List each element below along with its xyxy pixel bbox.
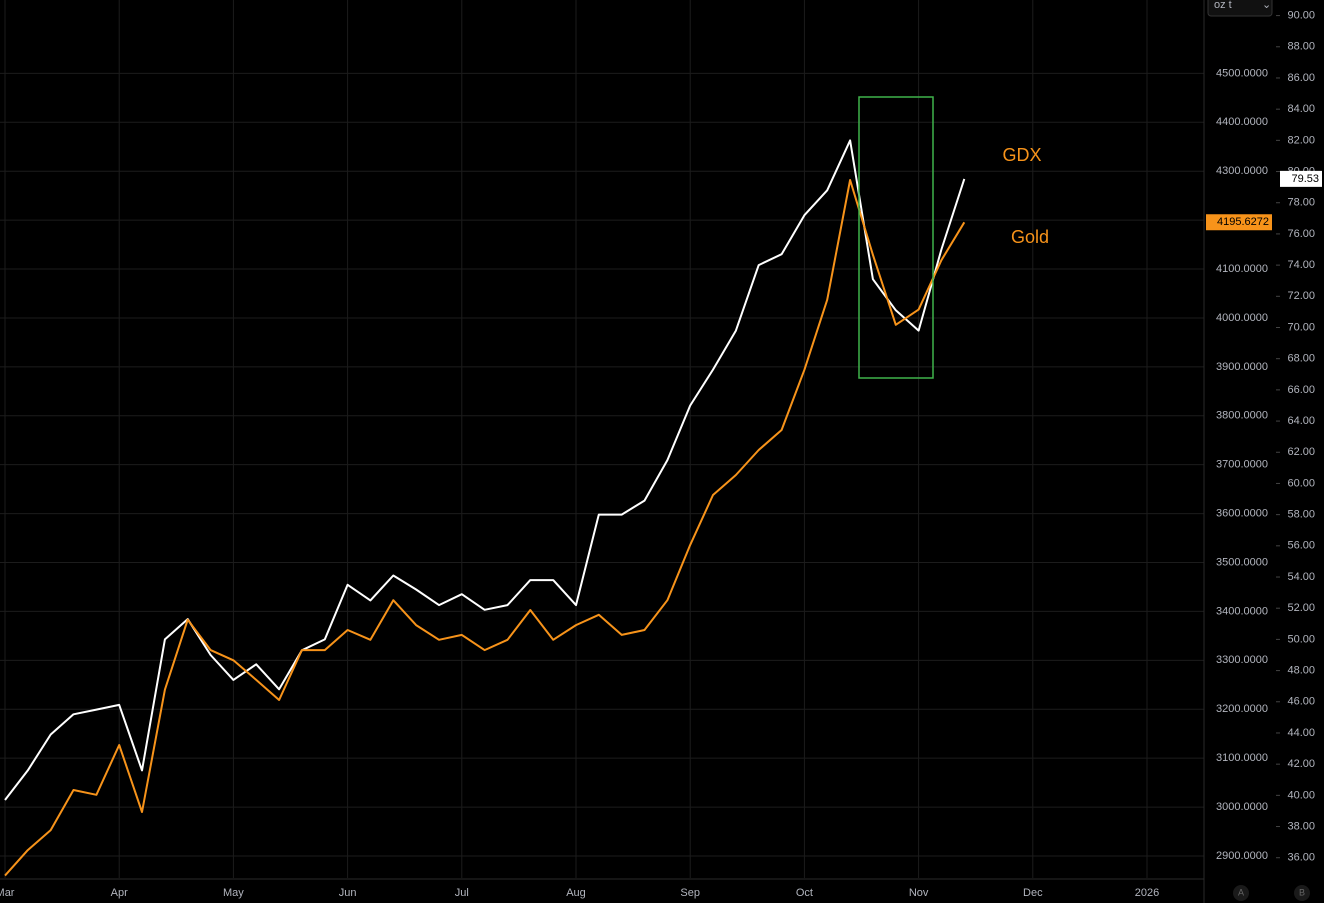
button-label: A <box>1238 887 1244 897</box>
y-tick-label: 3500.0000 <box>1216 556 1268 568</box>
x-tick-label: Mar <box>0 887 15 899</box>
y2-tick-label: 72.00 <box>1287 290 1315 302</box>
y-tick-label: 4500.0000 <box>1216 67 1268 79</box>
unit-menu-label: oz t <box>1214 0 1232 11</box>
y-tick-label: 3400.0000 <box>1216 605 1268 617</box>
y2-tick-label: 60.00 <box>1287 477 1315 489</box>
y2-tick-label: 62.00 <box>1287 446 1315 458</box>
x-tick-label: Apr <box>111 887 128 899</box>
y2-tick-label: 42.00 <box>1287 758 1315 770</box>
y-tick-label: 4300.0000 <box>1216 165 1268 177</box>
x-tick-label: Aug <box>566 887 586 899</box>
y2-tick-label: 76.00 <box>1287 228 1315 240</box>
y2-tick-label: 46.00 <box>1287 696 1315 708</box>
button-label: B <box>1299 887 1305 897</box>
y2-tick-label: 50.00 <box>1287 633 1315 645</box>
button[interactable] <box>1294 885 1310 901</box>
y-tick-label: 3200.0000 <box>1216 703 1268 715</box>
y2-tick-label: 52.00 <box>1287 602 1315 614</box>
y2-tick-label: 68.00 <box>1287 353 1315 365</box>
x-tick-label: Sep <box>680 887 700 899</box>
last-value-label: 79.53 <box>1291 173 1319 185</box>
y-tick-label: 3300.0000 <box>1216 654 1268 666</box>
y-tick-label: 3800.0000 <box>1216 410 1268 422</box>
last-value-box <box>1206 214 1272 231</box>
y-tick-label: 3900.0000 <box>1216 361 1268 373</box>
x-tick-label: Dec <box>1023 887 1043 899</box>
series-line <box>4 179 966 877</box>
y2-tick-label: 88.00 <box>1287 41 1315 53</box>
y-tick-label: 4400.0000 <box>1216 116 1268 128</box>
y-tick-label: 4000.0000 <box>1216 312 1268 324</box>
y2-tick-label: 64.00 <box>1287 415 1315 427</box>
y-tick-label: 2900.0000 <box>1216 850 1268 862</box>
y2-tick-label: 38.00 <box>1287 820 1315 832</box>
series-line <box>4 139 966 801</box>
y-tick-label: 3600.0000 <box>1216 507 1268 519</box>
annotation: Gold <box>1011 227 1049 247</box>
x-tick-label: Jul <box>455 887 469 899</box>
y-tick-label: 3000.0000 <box>1216 801 1268 813</box>
y2-tick-label: 74.00 <box>1287 259 1315 271</box>
annotation: GDX <box>1002 145 1041 165</box>
dropdown-arrow: ⌄ <box>1262 0 1271 11</box>
y2-tick-label: 40.00 <box>1287 789 1315 801</box>
last-value-box <box>1280 170 1322 187</box>
y2-tick-label: 54.00 <box>1287 571 1315 583</box>
highlight-box <box>858 96 934 379</box>
y2-tick-label: 70.00 <box>1287 321 1315 333</box>
y-tick-label: 3700.0000 <box>1216 459 1268 471</box>
y2-tick-label: 78.00 <box>1287 197 1315 209</box>
x-tick-label: Oct <box>796 887 813 899</box>
plot <box>4 139 966 877</box>
x-tick-label: 2026 <box>1135 887 1159 899</box>
grid <box>0 0 1204 878</box>
y2-tick-label: 36.00 <box>1287 852 1315 864</box>
y2-tick-label: 66.00 <box>1287 384 1315 396</box>
y2-tick-label: 84.00 <box>1287 103 1315 115</box>
y2-tick-label: 90.00 <box>1287 10 1315 22</box>
y-tick-label: 3100.0000 <box>1216 752 1268 764</box>
y2-tick-label: 44.00 <box>1287 727 1315 739</box>
x-tick-label: Nov <box>909 887 929 899</box>
y2-tick-label: 56.00 <box>1287 540 1315 552</box>
button[interactable] <box>1233 885 1249 901</box>
x-tick-label: May <box>223 887 244 899</box>
y-tick-label: 4100.0000 <box>1216 263 1268 275</box>
y2-tick-label: 82.00 <box>1287 134 1315 146</box>
unit-menu[interactable] <box>1207 0 1273 17</box>
y2-tick-label: 58.00 <box>1287 509 1315 521</box>
last-value-label: 4195.6272 <box>1217 216 1269 228</box>
x-tick-label: Jun <box>339 887 357 899</box>
y2-tick-label: 48.00 <box>1287 664 1315 676</box>
y2-tick-label: 86.00 <box>1287 72 1315 84</box>
